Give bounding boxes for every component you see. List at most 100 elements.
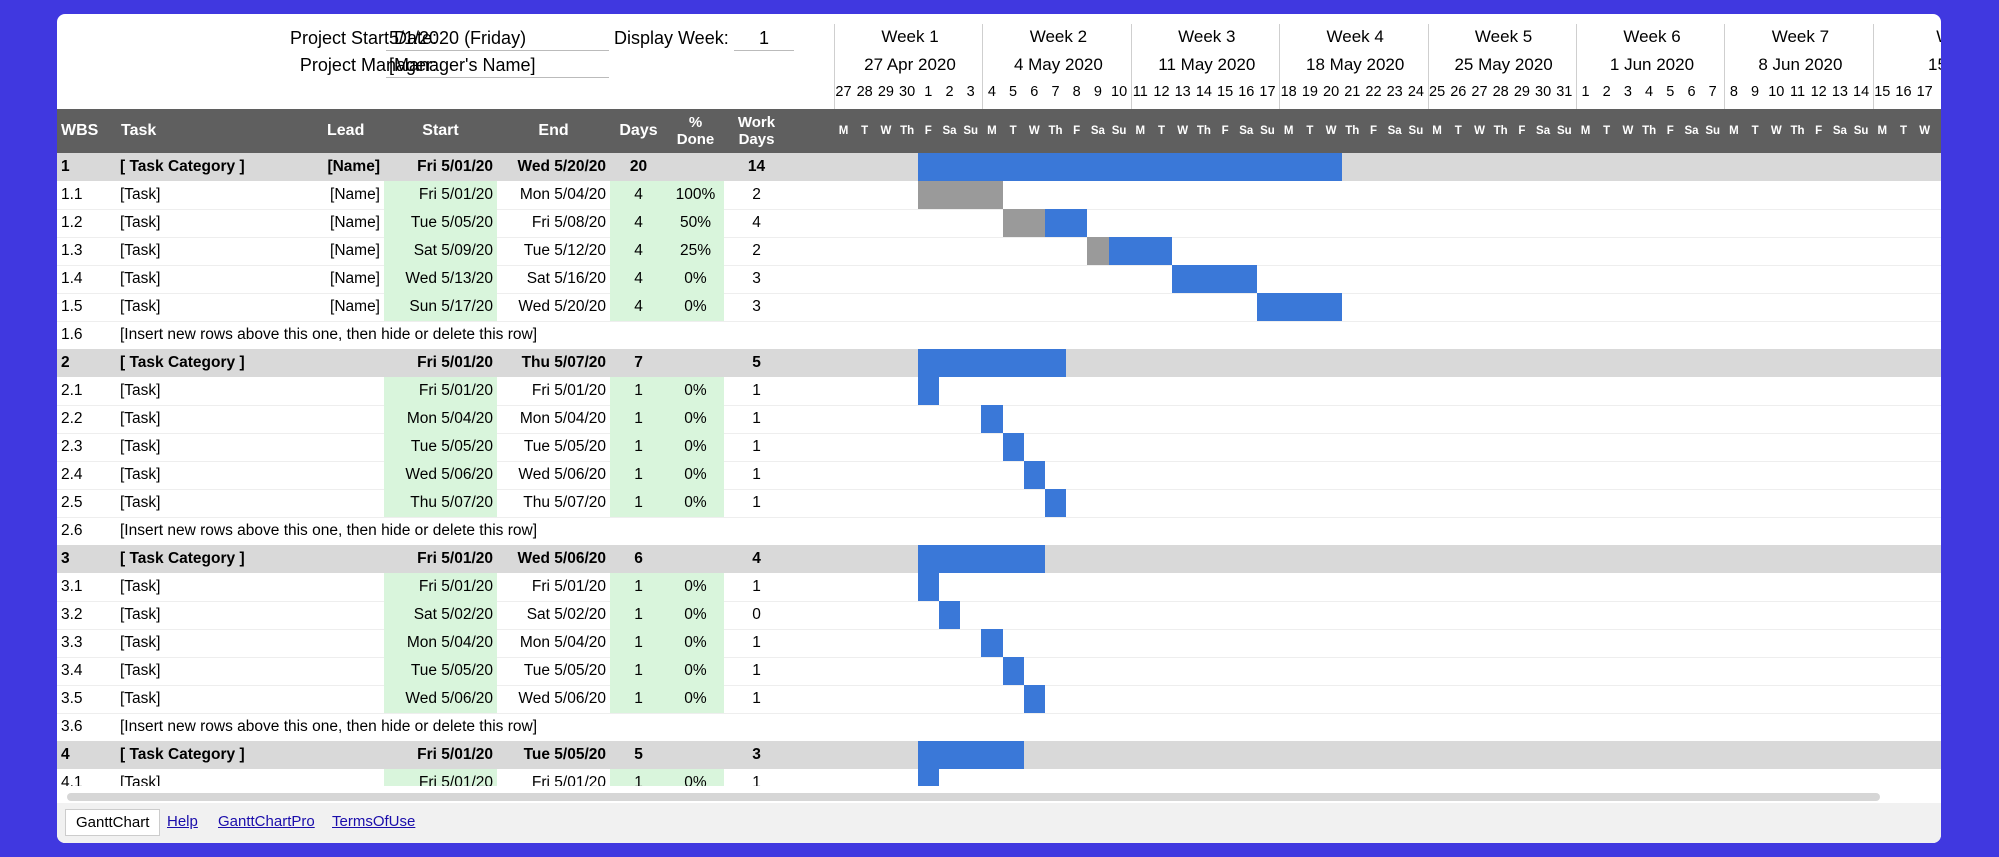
percent-done-cell[interactable]: 0%: [667, 629, 724, 657]
lead-cell[interactable]: [Name]: [330, 186, 380, 203]
days-cell[interactable]: 7: [634, 354, 643, 371]
category-row[interactable]: 2 [ Task Category ] Fri 5/01/20 Thu 5/07/20…: [57, 349, 1941, 377]
end-cell[interactable]: Mon 5/04/20: [519, 186, 606, 203]
end-cell[interactable]: Fri 5/01/20: [531, 774, 606, 786]
lead-cell[interactable]: [297, 545, 380, 573]
horizontal-scrollbar[interactable]: [67, 793, 1880, 801]
task-cell[interactable]: [Insert new rows above this one, then hi…: [120, 522, 538, 539]
lead-cell[interactable]: [297, 377, 380, 405]
task-row[interactable]: 3.1 [Task] Fri 5/01/20 Fri 5/01/20 1 0% 1: [57, 573, 1941, 602]
task-row[interactable]: 2.3 [Task] Tue 5/05/20 Tue 5/05/20 1 0% 1: [57, 433, 1941, 462]
lead-cell[interactable]: [Name]: [330, 214, 380, 231]
task-row[interactable]: 4.1 [Task] Fri 5/01/20 Fri 5/01/20 1 0% 1: [57, 769, 1941, 786]
task-row[interactable]: 2.1 [Task] Fri 5/01/20 Fri 5/01/20 1 0% 1: [57, 377, 1941, 406]
task-row[interactable]: 3.5 [Task] Wed 5/06/20 Wed 5/06/20 1 0% 1: [57, 685, 1941, 714]
end-cell[interactable]: Wed 5/06/20: [518, 690, 606, 707]
start-cell[interactable]: Fri 5/01/20: [384, 181, 497, 209]
start-cell[interactable]: Sat 5/09/20: [384, 237, 497, 265]
start-date-field[interactable]: 5/1/2020 (Friday): [386, 26, 609, 51]
task-cell[interactable]: [Task]: [120, 634, 161, 651]
end-cell[interactable]: Tue 5/12/20: [523, 242, 606, 259]
end-cell[interactable]: Mon 5/04/20: [519, 634, 606, 651]
percent-done-cell[interactable]: [667, 349, 724, 377]
days-cell[interactable]: 1: [610, 489, 667, 517]
task-cell[interactable]: [Task]: [120, 774, 161, 786]
category-row[interactable]: 4 [ Task Category ] Fri 5/01/20 Tue 5/05/20…: [57, 741, 1941, 769]
start-cell[interactable]: Fri 5/01/20: [417, 550, 493, 567]
start-cell[interactable]: Thu 5/07/20: [384, 489, 497, 517]
task-cell[interactable]: [Task]: [120, 494, 161, 511]
start-cell[interactable]: Fri 5/01/20: [417, 746, 493, 763]
start-cell[interactable]: Fri 5/01/20: [384, 573, 497, 601]
days-cell[interactable]: 6: [634, 550, 643, 567]
task-row[interactable]: 2.5 [Task] Thu 5/07/20 Thu 5/07/20 1 0% 1: [57, 489, 1941, 518]
days-cell[interactable]: 1: [610, 573, 667, 601]
task-cell[interactable]: [Task]: [120, 466, 161, 483]
percent-done-cell[interactable]: 100%: [667, 181, 724, 209]
lead-cell[interactable]: [297, 573, 380, 601]
task-cell[interactable]: [Task]: [120, 298, 161, 315]
end-cell[interactable]: Tue 5/05/20: [523, 662, 606, 679]
percent-done-cell[interactable]: 0%: [667, 377, 724, 405]
percent-done-cell[interactable]: 0%: [667, 573, 724, 601]
task-cell[interactable]: [ Task Category ]: [120, 354, 245, 371]
days-cell[interactable]: 1: [610, 601, 667, 629]
end-cell[interactable]: Thu 5/07/20: [523, 494, 606, 511]
task-cell[interactable]: [Insert new rows above this one, then hi…: [120, 326, 538, 343]
task-cell[interactable]: [Task]: [120, 662, 161, 679]
start-cell[interactable]: Fri 5/01/20: [417, 354, 493, 371]
manager-field[interactable]: [Manager's Name]: [386, 53, 609, 78]
percent-done-cell[interactable]: 0%: [667, 461, 724, 489]
task-row[interactable]: 3.3 [Task] Mon 5/04/20 Mon 5/04/20 1 0% 1: [57, 629, 1941, 658]
percent-done-cell[interactable]: 25%: [667, 237, 724, 265]
tab-ganttchartpro[interactable]: GanttChartPro: [218, 813, 315, 830]
end-cell[interactable]: Fri 5/01/20: [531, 382, 606, 399]
end-cell[interactable]: Fri 5/08/20: [531, 214, 606, 231]
days-cell[interactable]: 5: [634, 746, 643, 763]
lead-cell[interactable]: [297, 769, 380, 786]
end-cell[interactable]: Thu 5/07/20: [521, 354, 606, 371]
task-cell[interactable]: [Task]: [120, 606, 161, 623]
percent-done-cell[interactable]: 0%: [667, 489, 724, 517]
task-cell[interactable]: [Task]: [120, 382, 161, 399]
end-cell[interactable]: Sat 5/02/20: [526, 606, 606, 623]
days-cell[interactable]: 4: [610, 181, 667, 209]
task-row[interactable]: 3.4 [Task] Tue 5/05/20 Tue 5/05/20 1 0% 1: [57, 657, 1941, 686]
start-cell[interactable]: Wed 5/06/20: [384, 461, 497, 489]
start-cell[interactable]: Fri 5/01/20: [417, 158, 493, 175]
task-cell[interactable]: [Insert new rows above this one, then hi…: [120, 718, 538, 735]
start-cell[interactable]: Wed 5/06/20: [384, 685, 497, 713]
start-cell[interactable]: Wed 5/13/20: [384, 265, 497, 293]
percent-done-cell[interactable]: [667, 545, 724, 573]
category-row[interactable]: 3 [ Task Category ] Fri 5/01/20 Wed 5/06/20…: [57, 545, 1941, 573]
tab-ganttchart[interactable]: GanttChart: [65, 809, 161, 836]
insert-row[interactable]: 2.6 [Insert new rows above this one, then…: [57, 517, 1941, 546]
task-cell[interactable]: [Task]: [120, 690, 161, 707]
start-cell[interactable]: Fri 5/01/20: [384, 769, 497, 786]
lead-cell[interactable]: [297, 685, 380, 713]
task-row[interactable]: 2.2 [Task] Mon 5/04/20 Mon 5/04/20 1 0% 1: [57, 405, 1941, 434]
start-cell[interactable]: Sun 5/17/20: [384, 293, 497, 321]
task-row[interactable]: 3.2 [Task] Sat 5/02/20 Sat 5/02/20 1 0% 0: [57, 601, 1941, 630]
end-cell[interactable]: Wed 5/06/20: [518, 466, 606, 483]
start-cell[interactable]: Tue 5/05/20: [384, 209, 497, 237]
days-cell[interactable]: 20: [629, 158, 648, 175]
task-row[interactable]: 1.4 [Task] [Name] Wed 5/13/20 Sat 5/16/20 4 0%…: [57, 265, 1941, 294]
end-cell[interactable]: Tue 5/05/20: [523, 746, 606, 763]
days-cell[interactable]: 4: [610, 237, 667, 265]
percent-done-cell[interactable]: 0%: [667, 685, 724, 713]
days-cell[interactable]: 1: [610, 657, 667, 685]
task-cell[interactable]: [ Task Category ]: [120, 550, 245, 567]
days-cell[interactable]: 4: [610, 293, 667, 321]
end-cell[interactable]: Tue 5/05/20: [523, 438, 606, 455]
start-cell[interactable]: Tue 5/05/20: [384, 433, 497, 461]
percent-done-cell[interactable]: 0%: [667, 405, 724, 433]
end-cell[interactable]: Wed 5/06/20: [517, 550, 606, 567]
task-cell[interactable]: [Task]: [120, 410, 161, 427]
days-cell[interactable]: 1: [610, 629, 667, 657]
lead-cell[interactable]: [Name]: [330, 270, 380, 287]
end-cell[interactable]: Mon 5/04/20: [519, 410, 606, 427]
task-row[interactable]: 1.2 [Task] [Name] Tue 5/05/20 Fri 5/08/20 4 50…: [57, 209, 1941, 238]
lead-cell[interactable]: [297, 349, 380, 377]
task-row[interactable]: 1.1 [Task] [Name] Fri 5/01/20 Mon 5/04/20 4 10…: [57, 181, 1941, 210]
